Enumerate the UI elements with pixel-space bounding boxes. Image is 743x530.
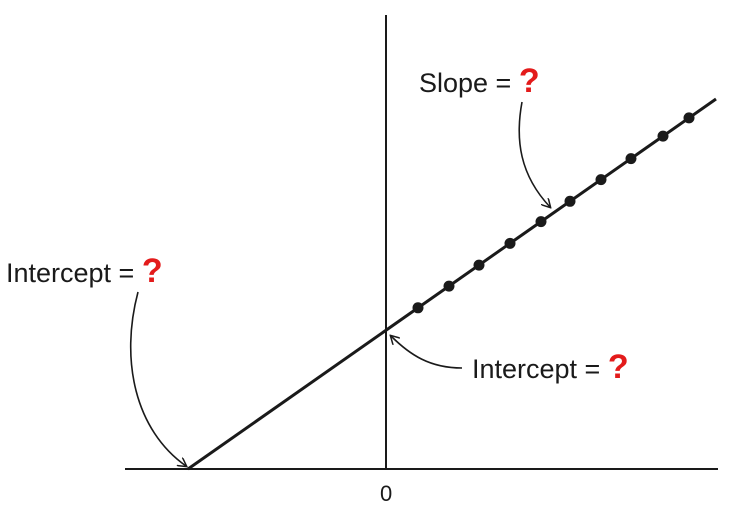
data-point — [595, 174, 607, 186]
data-point — [535, 216, 547, 228]
data-point — [657, 130, 669, 142]
intercept-right-arrow — [391, 336, 463, 369]
intercept-left-label: Intercept = ? — [6, 252, 163, 290]
intercept-left-arrow — [129, 291, 186, 466]
data-point — [473, 259, 485, 271]
data-point — [504, 237, 516, 249]
data-point — [412, 302, 424, 314]
intercept-right-question-mark: ? — [607, 348, 629, 386]
intercept-right-label: Intercept = ? — [472, 348, 629, 386]
data-point — [564, 195, 576, 207]
slope-question-mark: ? — [518, 62, 540, 100]
slope-arrow — [518, 101, 550, 207]
data-points — [412, 112, 695, 314]
slope-label: Slope = ? — [419, 62, 540, 100]
intercept-left-question-mark: ? — [141, 252, 163, 290]
data-point — [443, 280, 455, 292]
origin-label: 0 — [380, 481, 393, 506]
data-point — [683, 112, 695, 124]
data-point — [625, 153, 637, 165]
